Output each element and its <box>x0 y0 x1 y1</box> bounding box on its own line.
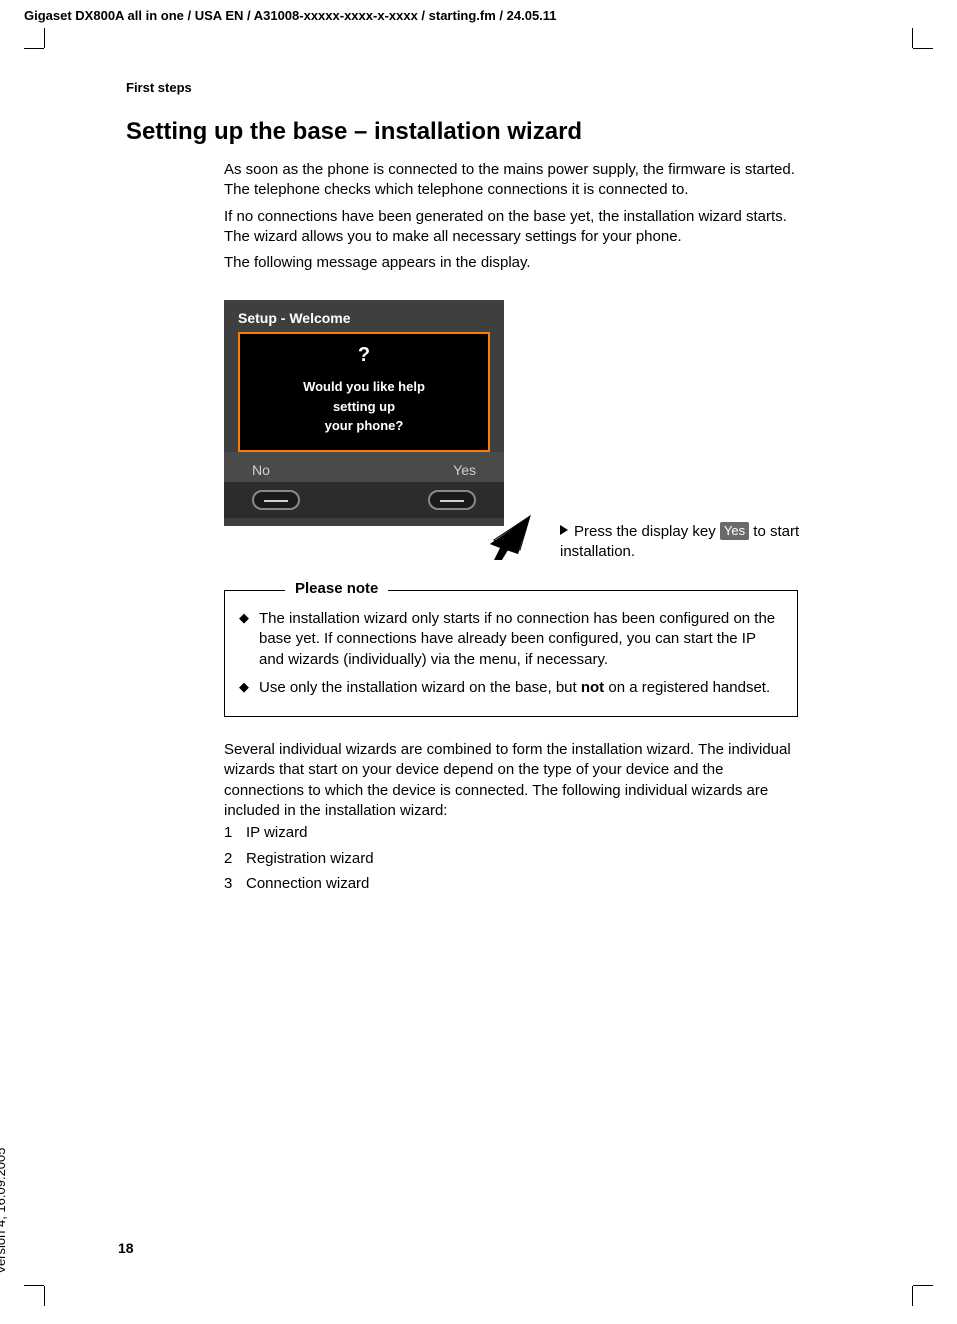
list-number: 3 <box>224 871 246 897</box>
softkey-row: No Yes <box>224 452 504 482</box>
triangle-bullet-icon <box>560 525 568 535</box>
note2-bold: not <box>581 679 604 696</box>
doc-header: Gigaset DX800A all in one / USA EN / A31… <box>24 8 557 23</box>
intro-p1: As soon as the phone is connected to the… <box>224 160 798 201</box>
crop-mark <box>913 48 933 49</box>
list-label: Registration wizard <box>246 846 374 872</box>
note-item-2: ◆ Use only the installation wizard on th… <box>239 678 783 698</box>
list-number: 2 <box>224 846 246 872</box>
page-title: Setting up the base – installation wizar… <box>126 118 582 146</box>
list-label: Connection wizard <box>246 871 369 897</box>
dialog-line-1: Would you like help <box>246 377 482 397</box>
question-mark-icon: ? <box>246 344 482 367</box>
list-item: 2 Registration wizard <box>224 846 798 872</box>
diamond-bullet-icon: ◆ <box>239 609 259 670</box>
dialog-line-2: setting up <box>246 397 482 417</box>
yes-chip: Yes <box>720 522 749 540</box>
intro-p2: If no connections have been generated on… <box>224 207 798 248</box>
dialog-line-3: your phone? <box>246 416 482 436</box>
version-text: Version 4, 16.09.2005 <box>0 1148 8 1275</box>
crop-mark <box>24 1285 44 1286</box>
note2-post: on a registered handset. <box>604 679 770 696</box>
hardware-key-row <box>224 482 504 518</box>
crop-mark <box>24 48 44 49</box>
list-number: 1 <box>224 820 246 846</box>
wizard-list: 1 IP wizard 2 Registration wizard 3 Conn… <box>224 820 798 897</box>
note-text-1: The installation wizard only starts if n… <box>259 609 783 670</box>
page-number: 18 <box>118 1240 134 1256</box>
list-item: 3 Connection wizard <box>224 871 798 897</box>
crop-mark <box>44 28 45 48</box>
note-item-1: ◆ The installation wizard only starts if… <box>239 609 783 670</box>
crop-mark <box>912 1286 913 1306</box>
screen-title: Setup - Welcome <box>224 300 504 332</box>
note-text-2: Use only the installation wizard on the … <box>259 678 783 698</box>
phone-screen: Setup - Welcome ? Would you like help se… <box>224 300 504 526</box>
crop-mark <box>44 1286 45 1306</box>
section-label: First steps <box>126 80 192 95</box>
list-label: IP wizard <box>246 820 307 846</box>
softkey-yes[interactable]: Yes <box>453 462 476 478</box>
crop-mark <box>912 28 913 48</box>
intro-text: As soon as the phone is connected to the… <box>224 160 798 279</box>
diamond-bullet-icon: ◆ <box>239 678 259 698</box>
dialog-box: ? Would you like help setting up your ph… <box>238 332 490 452</box>
list-item: 1 IP wizard <box>224 820 798 846</box>
softkey-no[interactable]: No <box>252 462 270 478</box>
instruction-text: Press the display key Yes to start insta… <box>560 522 860 563</box>
phone-illustration: Setup - Welcome ? Would you like help se… <box>224 300 864 570</box>
cursor-arrow-icon <box>472 510 532 560</box>
after-note-text: Several individual wizards are combined … <box>224 740 798 821</box>
intro-p3: The following message appears in the dis… <box>224 253 798 273</box>
note2-pre: Use only the installation wizard on the … <box>259 679 581 696</box>
instruction-prefix: Press the display key <box>574 523 720 540</box>
note-legend: Please note <box>285 580 388 597</box>
hardware-key-left[interactable] <box>252 490 300 510</box>
crop-mark <box>913 1285 933 1286</box>
note-box: Please note ◆ The installation wizard on… <box>224 590 798 717</box>
hardware-key-right[interactable] <box>428 490 476 510</box>
